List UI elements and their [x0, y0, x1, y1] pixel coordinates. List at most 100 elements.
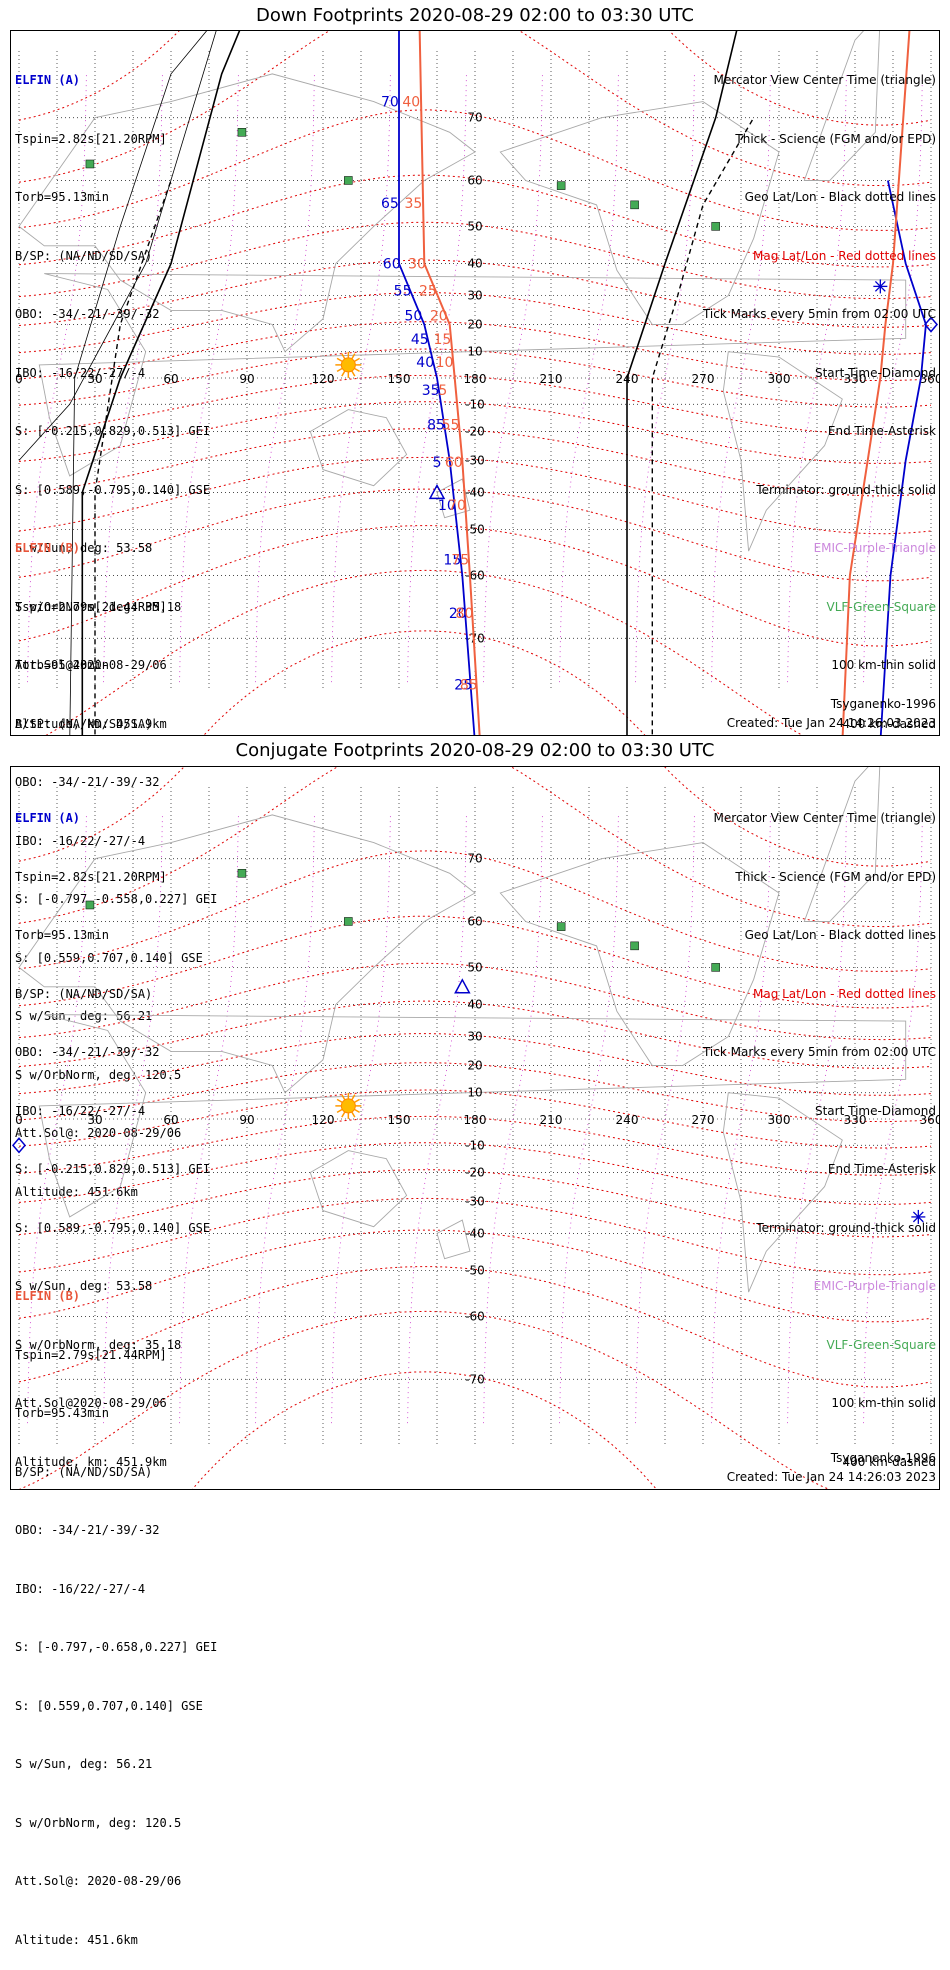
top-b-torb: Torb=95.43min [15, 658, 109, 672]
center-time-triangle [428, 483, 446, 500]
top-legend: Mercator View Center Time (triangle) Thi… [703, 32, 936, 754]
vlf-station-square [85, 900, 95, 910]
vlf-station-square [556, 181, 566, 190]
bottom-b-tspin: Tspin=2.79s[21.44RPM] [15, 1347, 167, 1362]
legend-emic: EMIC-Purple-Triangle [813, 541, 936, 555]
legend-400km: 400 km-dashed [842, 716, 936, 731]
end-time-asterisk [912, 1211, 924, 1223]
top-b-orbnorm: S w/OrbNorm, deg: 120.5 [15, 1067, 182, 1082]
continent-outline [436, 1219, 471, 1260]
bottom-a-torb: Torb=95.13min [15, 928, 109, 942]
vlf-station-square [711, 222, 720, 231]
lat-tick-label: 40 [467, 998, 482, 1012]
mag-lat-line [18, 767, 932, 928]
bottom-b-attsol: Att.Sol@: 2020-08-29/06 [15, 1874, 182, 1888]
mag-lat-line [18, 292, 932, 355]
legend-emic: EMIC-Purple-Triangle [813, 1279, 936, 1293]
sun-icon [340, 1098, 356, 1114]
top-a-gse: S: [0.589,-0.795,0.140] GSE [15, 482, 211, 497]
elfin-b-tick-label: 80 [456, 606, 474, 622]
vlf-station-square [237, 869, 247, 878]
mag-lat-line [18, 1197, 932, 1276]
elfin-b-tick-label: 30 [408, 256, 426, 272]
lat-tick-label: -50 [465, 523, 485, 537]
elfin-b-tick-label: 20 [430, 309, 448, 325]
legend-thick: Thick - Science (FGM and/or EPD) [735, 869, 936, 884]
mag-lat-line [18, 1266, 932, 1388]
top-elfin-a-label: ELFIN (A) [15, 73, 81, 87]
top-a-ibo: IBO: -16/22/-27/-4 [15, 365, 146, 380]
lat-tick-label: -10 [465, 1138, 485, 1152]
top-a-orbnorm: S w/OrbNorm, deg: 35.18 [15, 599, 182, 614]
bottom-b-torb: Torb=95.43min [15, 1406, 109, 1420]
top-info-elfin-b: ELFIN (B) Tspin=2.79s[21.44RPM] Torb=95.… [15, 500, 217, 1222]
lon-tick-label: 180 [464, 1113, 487, 1127]
top-b-bsp: B/SP: (NA/ND/SD/SA) [15, 716, 153, 731]
elfin-a-tick-label: 10 [438, 498, 456, 514]
lat-tick-label: -30 [465, 453, 485, 467]
top-model: Tsyganenko-1996 [830, 697, 936, 711]
bottom-a-sun: S w/Sun, deg: 53.58 [15, 1279, 153, 1293]
sun-icon [340, 357, 356, 373]
elfin-b-track [841, 31, 911, 735]
vlf-station-square [344, 917, 353, 926]
sun-ray [341, 1111, 346, 1118]
sun-ray [354, 357, 360, 363]
elfin-a-tick-label: 35 [422, 383, 440, 399]
elfin-b-tick-label: 85 [460, 678, 478, 694]
mag-lat-line [18, 174, 932, 268]
lon-tick-label: 180 [464, 372, 487, 386]
lon-tick-label: 60 [163, 372, 178, 386]
mag-lat-line [45, 569, 803, 735]
lon-tick-label: 360 [920, 372, 939, 386]
lat-tick-label: 30 [467, 1030, 482, 1044]
legend-400km: 400 km-dashed [842, 1454, 936, 1469]
continent-outline [722, 1092, 843, 1293]
top-b-gse: S: [0.559,0.707,0.140] GSE [15, 950, 203, 965]
sun-ray [336, 1098, 343, 1104]
sun-ray [341, 353, 346, 360]
elfin-b-tick-label: 5 [438, 383, 447, 399]
mag-lat-line [191, 1371, 657, 1489]
legend-terminator: Terminator: ground-thick solid [756, 482, 936, 497]
elfin-a-track [879, 180, 927, 735]
lat-tick-label: -20 [465, 424, 485, 438]
elfin-a-tick-label: 60 [383, 256, 401, 272]
lon-tick-label: 330 [844, 372, 867, 386]
sun-ray [351, 353, 356, 360]
bottom-a-bsp: B/SP: (NA/ND/SD/SA) [15, 986, 153, 1001]
lon-tick-label: 240 [616, 1113, 639, 1127]
lat-tick-label: 50 [467, 219, 482, 233]
elfin-a-tick-label: 20 [449, 606, 467, 622]
legend-center-time: Mercator View Center Time (triangle) [713, 811, 936, 825]
lat-tick-label: -20 [465, 1165, 485, 1179]
bottom-a-tspin: Tspin=2.82s[21.20RPM] [15, 869, 167, 884]
sun-ray [351, 1111, 356, 1118]
elfin-a-tick-label: 70 [381, 94, 399, 110]
legend-ticks: Tick Marks every 5min from 02:00 UTC [702, 1045, 936, 1059]
elfin-b-tick-label: 60 [445, 455, 463, 471]
legend-mag: Mag Lat/Lon - Red dotted lines [752, 986, 936, 1001]
mag-lat-line [18, 1033, 932, 1096]
sun-ray [336, 367, 343, 373]
bottom-a-obo: OBO: -34/-21/-39/-32 [15, 1045, 160, 1059]
sun-ray [341, 370, 346, 377]
legend-ticks: Tick Marks every 5min from 02:00 UTC [702, 307, 936, 321]
elfin-b-tick-label: 40 [402, 94, 420, 110]
mag-lat-line [18, 456, 932, 535]
sun-ray [336, 1108, 343, 1114]
mag-lat-line [18, 1169, 932, 1238]
bottom-panel-title: Conjugate Footprints 2020-08-29 02:00 to… [235, 740, 715, 761]
continent-outline [499, 101, 780, 325]
elfin-b-tick-label: 75 [451, 553, 469, 569]
lon-tick-label: 270 [692, 1113, 715, 1127]
lat-tick-label: 20 [467, 318, 482, 332]
mag-lat-line [18, 1000, 932, 1069]
mag-lat-line [203, 630, 646, 735]
continent-outline [722, 351, 843, 552]
elfin-b-tick-label: 25 [419, 284, 437, 300]
elfin-a-track [398, 31, 476, 735]
sun-ray [354, 1098, 360, 1104]
lat-tick-label: 20 [467, 1059, 482, 1073]
bottom-panel-frame [10, 766, 940, 1490]
